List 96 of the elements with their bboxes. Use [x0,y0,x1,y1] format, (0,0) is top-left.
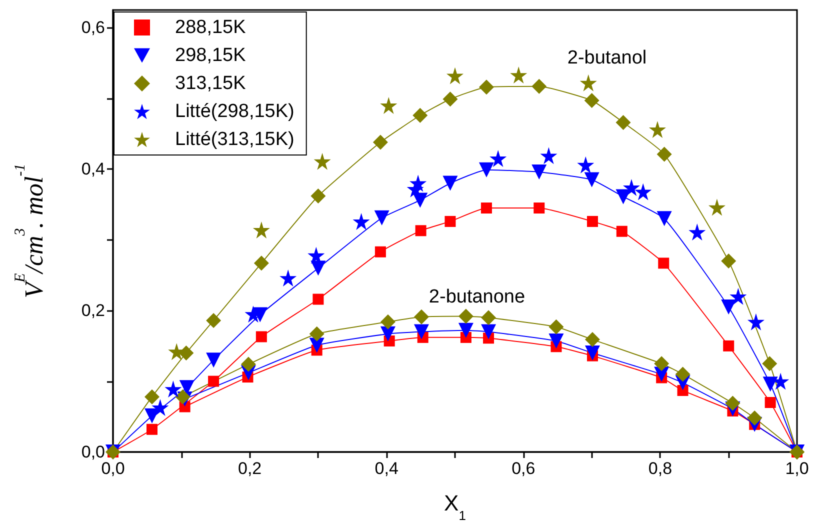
point [312,294,324,305]
legend-label: 288,15K [175,17,246,38]
point [309,326,324,342]
point [254,256,269,271]
point [310,260,326,276]
point [481,310,496,326]
point [675,366,690,382]
x-tick-label: 0,8 [648,459,672,478]
point [372,134,388,150]
point [577,156,594,174]
point [658,258,670,269]
point [442,92,458,107]
point [721,254,736,269]
point [414,324,429,340]
legend-label: 313,15K [175,73,246,94]
point [478,80,494,95]
x-tick-label: 0,0 [101,459,125,478]
point [414,309,429,324]
point [478,162,494,178]
point [725,396,740,411]
point [656,211,672,226]
point [380,314,396,330]
x-tick-label: 0,6 [512,459,536,478]
legend-label: 298,15K [175,45,246,66]
point [584,332,600,348]
y-tick-label: 0,0 [81,442,105,462]
point [540,147,558,164]
point [580,74,597,92]
annotation: 2-butanone [428,286,526,308]
y-axis-title: VE/cm3. mol-1 [12,164,48,298]
point [481,324,496,340]
point [252,221,270,238]
point [310,188,326,204]
point [622,179,640,196]
point [532,78,547,94]
point [314,152,331,170]
point [256,331,267,342]
point [308,246,325,264]
point [747,410,762,426]
point [144,389,160,404]
point [442,176,458,191]
point [410,174,427,192]
point [446,67,464,84]
point [374,246,386,258]
y-tick-label: 0,2 [81,301,105,320]
point [380,326,396,342]
point [634,183,652,200]
point [584,345,600,360]
point [534,202,545,214]
point [723,340,734,352]
y-tick-label: 0,4 [81,160,105,179]
point [352,212,370,230]
point [532,164,547,180]
point [510,66,528,84]
point [688,224,706,241]
point [586,216,598,227]
point [656,146,672,162]
point [490,150,507,168]
point [648,121,666,138]
point [616,114,631,130]
x-tick-label: 1,0 [785,459,809,478]
legend-label: Litté(298,15K) [175,101,294,122]
point [152,398,169,416]
point [280,270,297,287]
point [374,210,390,226]
x-tick-label: 0,2 [238,459,262,478]
point [415,225,426,236]
point [584,93,600,108]
point [458,322,474,338]
y-tick-label: 0,6 [81,18,105,38]
point [208,376,220,387]
point [206,352,222,368]
point [146,424,158,435]
point [206,312,222,328]
point [747,313,764,330]
point [444,216,456,227]
legend-label: Litté(313,15K) [175,129,294,150]
point [240,356,256,372]
point [762,376,778,392]
annotation: 2-butanol [567,48,647,68]
point [764,396,776,408]
point [721,300,736,315]
point [412,108,428,123]
point [654,356,670,372]
point [584,172,600,188]
point [458,308,474,324]
point [708,198,726,216]
point [548,333,564,348]
point [164,380,182,398]
point [480,202,492,214]
point [762,356,778,372]
x-tick-label: 0,4 [374,459,398,478]
point [548,319,564,334]
point [616,226,628,237]
point [730,288,747,305]
point [380,96,398,114]
